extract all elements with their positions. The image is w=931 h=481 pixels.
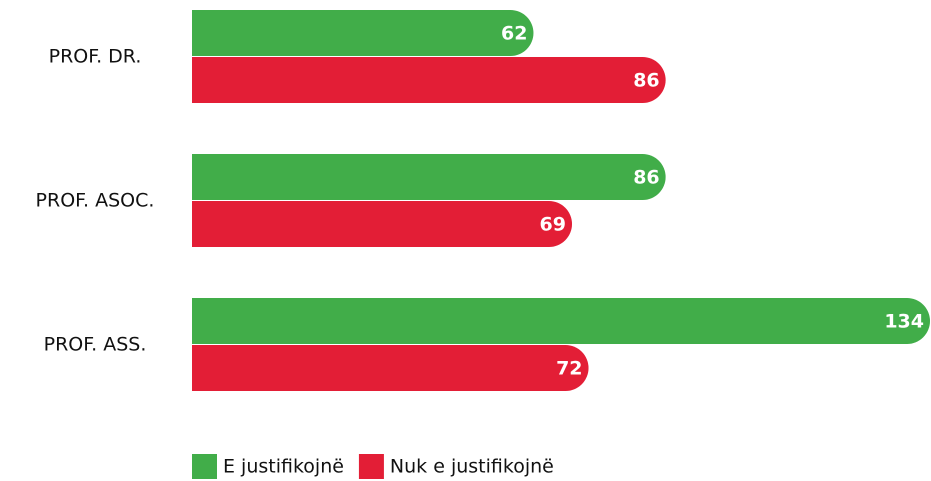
bar	[192, 201, 573, 247]
bar	[192, 345, 589, 391]
value-label: 69	[540, 214, 566, 236]
category-label: PROF. ASOC.	[36, 190, 155, 212]
category-label: PROF. DR.	[49, 46, 142, 68]
bar	[192, 10, 534, 57]
legend-label: Nuk e justifikojnë	[390, 456, 554, 478]
bar	[192, 298, 930, 344]
bar	[192, 154, 666, 200]
legend-label: E justifikojnë	[223, 456, 344, 478]
bar	[192, 57, 666, 103]
legend-swatch	[192, 454, 217, 479]
value-label: 86	[633, 70, 659, 92]
value-label: 86	[633, 167, 659, 189]
value-label: 72	[556, 358, 582, 380]
value-label: 134	[884, 311, 924, 333]
legend-swatch	[358, 454, 384, 479]
value-label: 62	[501, 23, 527, 45]
category-label: PROF. ASS.	[44, 334, 147, 356]
